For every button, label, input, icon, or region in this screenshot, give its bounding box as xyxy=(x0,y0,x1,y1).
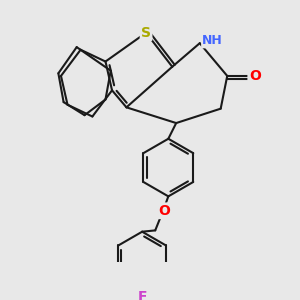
Text: S: S xyxy=(141,26,151,40)
Text: NH: NH xyxy=(202,34,223,47)
Text: O: O xyxy=(249,69,261,83)
Text: F: F xyxy=(137,290,147,300)
Text: O: O xyxy=(158,204,170,218)
